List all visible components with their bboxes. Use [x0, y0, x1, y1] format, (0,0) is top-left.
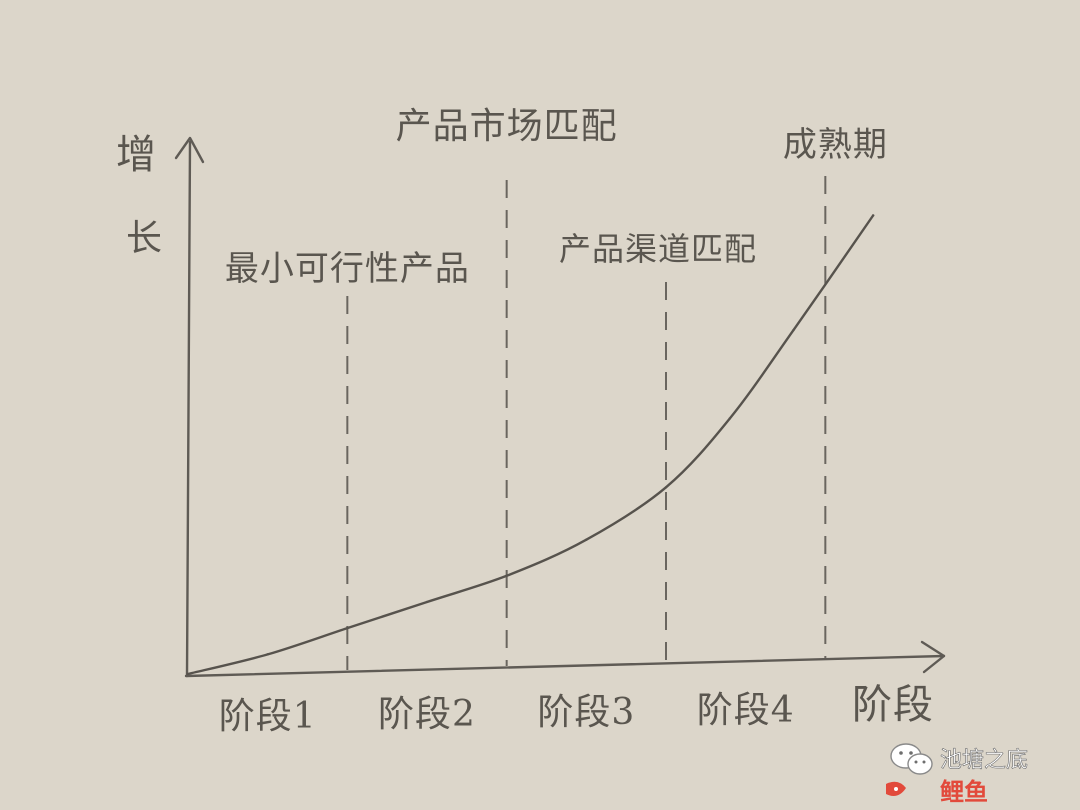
stage-annotation: 成熟期 — [783, 125, 888, 165]
curve-point — [425, 600, 429, 604]
curve-point — [186, 672, 190, 676]
stage-annotation: 产品市场匹配 — [396, 106, 618, 147]
curve-point — [871, 214, 875, 217]
x-axis-arrow — [920, 640, 946, 674]
fish-logo — [886, 781, 906, 796]
x-axis-label: 阶段 — [852, 682, 934, 728]
curve-point — [585, 538, 588, 541]
curve-point — [505, 574, 508, 577]
stage-label: 阶段1 — [219, 696, 317, 737]
watermark: 池塘之底 鲤鱼 — [876, 734, 1066, 806]
y-axis — [185, 140, 192, 678]
watermark-logo-text: 鲤鱼 — [940, 778, 988, 804]
stage-dividers — [346, 176, 827, 670]
watermark-graphic: 池塘之底 鲤鱼 — [886, 743, 1028, 806]
y-axis-label-1: 增 — [116, 132, 157, 178]
x-axis — [184, 654, 946, 678]
y-axis-arrow — [174, 136, 205, 164]
wechat-icon — [890, 743, 933, 775]
curve-point — [266, 653, 269, 656]
curve-point — [664, 486, 668, 489]
growth-curve — [186, 214, 875, 676]
curve-point — [792, 328, 795, 332]
stage-label: 阶段3 — [537, 692, 635, 733]
stage-label: 阶段2 — [378, 694, 476, 735]
y-axis-label-2: 长 — [126, 218, 163, 259]
curve-point — [346, 626, 349, 630]
curve-points — [186, 214, 875, 676]
stage-label: 阶段4 — [697, 690, 795, 731]
curve-point — [728, 417, 731, 420]
watermark-name: 池塘之底 — [940, 748, 1028, 773]
stage-labels: 阶段1 阶段2 阶段3 阶段4 — [219, 690, 795, 737]
stage-annotation: 产品渠道匹配 — [559, 230, 757, 268]
stage-annotation: 最小可行性产品 — [225, 249, 470, 289]
